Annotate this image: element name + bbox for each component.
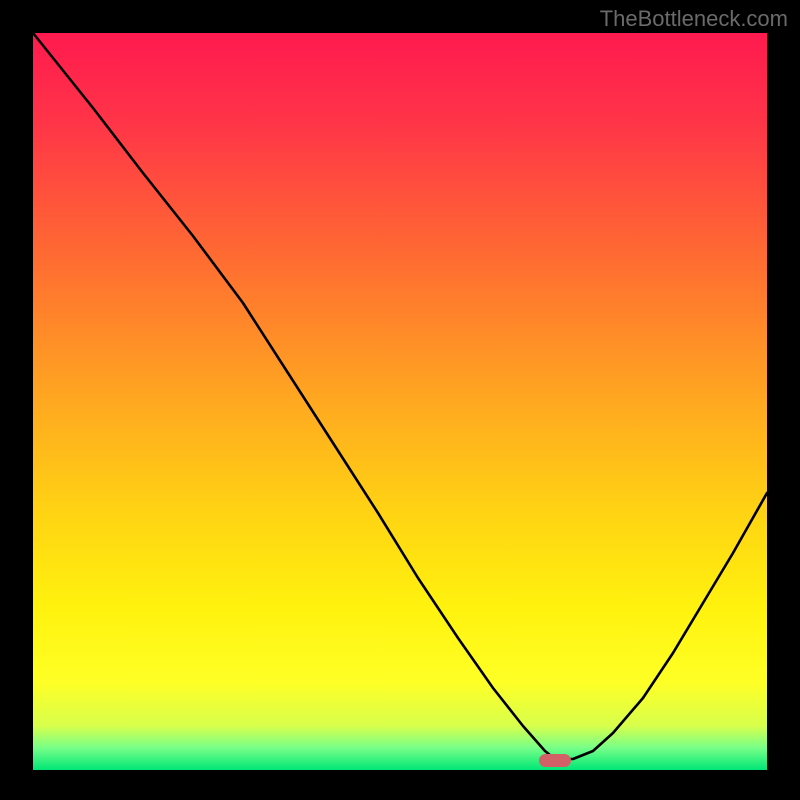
plot-area <box>33 33 767 770</box>
bottleneck-curve <box>33 33 767 770</box>
curve-path <box>33 33 767 759</box>
optimal-marker <box>539 754 571 767</box>
chart-container: TheBottleneck.com <box>0 0 800 800</box>
watermark-text: TheBottleneck.com <box>600 6 788 32</box>
